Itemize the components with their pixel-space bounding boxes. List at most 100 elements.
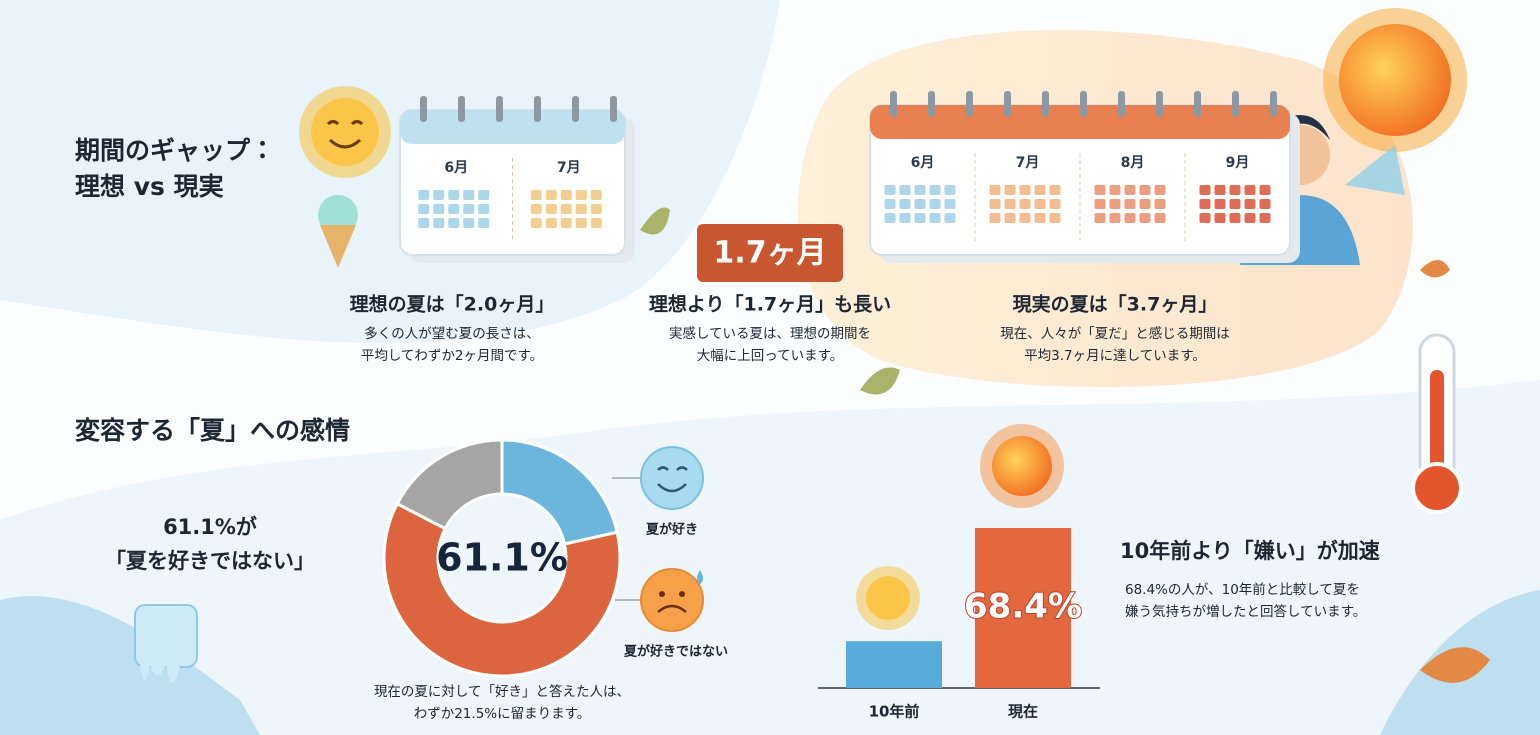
calendar-day: [1034, 199, 1046, 209]
calendar-ring: [458, 96, 465, 122]
section-title: 変容する「夏」への感情: [75, 416, 350, 445]
bar: [975, 528, 1071, 688]
calendar-day: [1244, 199, 1256, 209]
calendar-ring: [572, 96, 579, 122]
calendar-day: [1004, 199, 1016, 209]
calendar-day: [1019, 185, 1031, 195]
calendar-ring: [420, 96, 427, 122]
calendar-day: [590, 218, 602, 228]
calendar-day: [929, 199, 941, 209]
calendar: 6月 7月 8月 9月: [869, 91, 1300, 263]
calendar-day: [1109, 185, 1121, 195]
calendar-day: [1259, 199, 1271, 209]
donut-slice: [500, 438, 619, 546]
calendar-day: [560, 218, 572, 228]
calendar-ring: [1232, 91, 1239, 117]
calendar-day: [433, 190, 445, 200]
calendar-day: [989, 199, 1001, 209]
calendar-day: [418, 190, 430, 200]
trend-body: 68.4%の人が、10年前と比較して夏を: [1125, 581, 1360, 598]
calendar-day: [1259, 213, 1271, 223]
column-body: 大幅に上回っています。: [697, 348, 843, 364]
calendar-header: [400, 110, 625, 144]
calendar-day: [1094, 199, 1106, 209]
calendar-day: [418, 218, 430, 228]
calendar-ring: [1042, 91, 1049, 117]
badge-box: [697, 224, 843, 282]
calendar-day: [914, 199, 926, 209]
calendar-day: [1199, 185, 1211, 195]
calendar-ring: [1270, 91, 1277, 117]
calendar-month: 7月: [1016, 155, 1040, 171]
calendar-day: [1259, 185, 1271, 195]
calendar-day: [448, 218, 460, 228]
calendar-day: [1124, 199, 1136, 209]
calendar-day: [448, 204, 460, 214]
donut-slice: [395, 438, 504, 531]
calendar-ring: [1194, 91, 1201, 117]
calendar-day: [433, 204, 445, 214]
calendar-day: [914, 213, 926, 223]
calendar-day: [1214, 199, 1226, 209]
calendar-month: 6月: [911, 155, 935, 171]
calendar-day: [1229, 199, 1241, 209]
calendar-day: [560, 190, 572, 200]
donut-slice: [382, 501, 622, 678]
calendar-day: [1109, 199, 1121, 209]
calendar-day: [1214, 185, 1226, 195]
calendar-day: [590, 204, 602, 214]
calendar-day: [1154, 213, 1166, 223]
calendar-day: [899, 199, 911, 209]
happy-face: [612, 446, 704, 510]
calendar-ring: [610, 96, 617, 122]
calendar-day: [530, 204, 542, 214]
calendar-day: [575, 204, 587, 214]
column-heading: 現実の夏は「3.7ヶ月」: [1013, 293, 1218, 316]
calendar-day: [1199, 199, 1211, 209]
calendar-day: [884, 213, 896, 223]
calendar-day: [899, 213, 911, 223]
ice-cream: [318, 195, 358, 268]
calendar-month: 9月: [1226, 155, 1250, 171]
calendar-month: 7月: [557, 160, 581, 176]
calendar-day: [1139, 213, 1151, 223]
x-tick-label: 現在: [1008, 703, 1038, 721]
calendar-day: [929, 213, 941, 223]
calendar-day: [1034, 213, 1046, 223]
calendar-ring: [1156, 91, 1163, 117]
column-body: 実感している夏は、理想の期間を: [669, 325, 871, 342]
calendar-day: [1049, 185, 1061, 195]
column-body: 多くの人が望む夏の長さは、: [364, 326, 540, 342]
sad-face: [615, 568, 704, 632]
calendar-day: [530, 190, 542, 200]
calendar-day: [944, 213, 956, 223]
column-heading: 理想の夏は「2.0ヶ月」: [350, 293, 555, 316]
calendar-ring: [496, 96, 503, 122]
calendar-header: [870, 105, 1290, 139]
calendar-day: [989, 185, 1001, 195]
calendar-day: [545, 204, 557, 214]
calendar-day: [575, 218, 587, 228]
calendar-day: [929, 185, 941, 195]
calendar-ring: [1004, 91, 1011, 117]
calendar-ring: [1080, 91, 1087, 117]
leaf: [640, 207, 900, 395]
calendar-day: [944, 199, 956, 209]
calendar-day: [1124, 213, 1136, 223]
value-label: 68.4%: [964, 587, 1082, 627]
legend-label: 夏が好き: [645, 522, 698, 538]
sun-small: [856, 566, 920, 630]
calendar-ring: [890, 91, 897, 117]
column-body: 平均3.7ヶ月に達しています。: [1024, 348, 1206, 364]
x-tick-label: 10年前: [869, 703, 920, 721]
calendar-day: [1049, 213, 1061, 223]
calendar-day: [1154, 185, 1166, 195]
column-heading: 理想より「1.7ヶ月」も長い: [649, 293, 891, 316]
calendar-day: [1034, 185, 1046, 195]
calendar-day: [478, 218, 490, 228]
sun-smile: [299, 86, 391, 178]
column-body: 現在、人々が「夏だ」と感じる期間は: [1000, 325, 1230, 342]
calendar-day: [1229, 185, 1241, 195]
calendar-ring: [928, 91, 935, 117]
